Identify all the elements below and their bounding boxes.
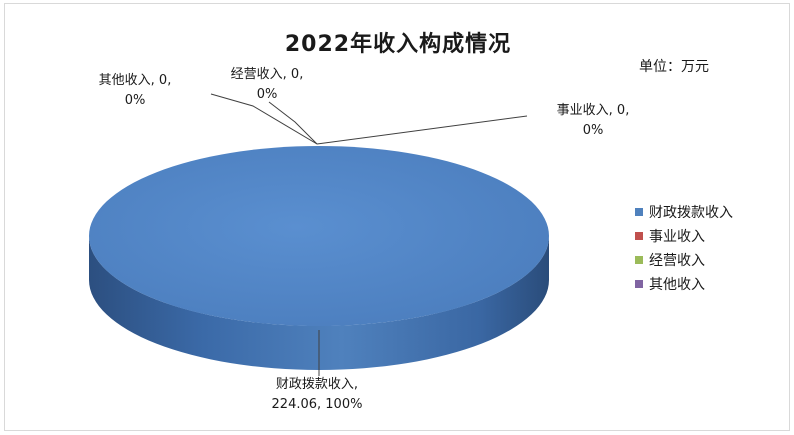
legend-item: 财政拨款收入 <box>635 200 733 224</box>
data-label: 经营收入, 0, <box>231 67 304 82</box>
data-label: 0% <box>125 93 146 108</box>
legend-swatch <box>635 208 643 216</box>
unit-label: 单位：万元 <box>639 59 709 75</box>
legend-label: 经营收入 <box>649 253 705 269</box>
data-label: 0% <box>583 123 604 138</box>
pie-group <box>89 146 549 370</box>
legend-swatch <box>635 256 643 264</box>
data-label: 财政拨款收入, <box>276 377 358 392</box>
chart-frame: 2022年收入构成情况 单位：万元 财政拨款收入, 224.06, 100% 事业收… <box>4 3 790 431</box>
data-label: 事业收入, 0, <box>557 103 630 118</box>
legend-swatch <box>635 232 643 240</box>
pie-slice <box>89 146 549 326</box>
legend-item: 经营收入 <box>635 248 733 272</box>
chart-title: 2022年收入构成情况 <box>284 32 512 57</box>
legend-label: 财政拨款收入 <box>649 205 733 221</box>
leader-line <box>316 115 528 145</box>
leader-line <box>268 101 318 145</box>
leader-lines <box>210 93 528 376</box>
pie-slice-side <box>89 236 549 370</box>
legend-item: 其他收入 <box>635 272 733 296</box>
legend: 财政拨款收入 事业收入 经营收入 其他收入 <box>635 200 733 296</box>
data-label: 0% <box>257 87 278 102</box>
data-labels: 财政拨款收入, 224.06, 100% 事业收入, 0, 0% 经营收入, 0, 0% 其… <box>99 67 630 412</box>
legend-label: 其他收入 <box>649 277 705 293</box>
data-label: 224.06, 100% <box>272 397 363 412</box>
leader-line <box>210 93 318 145</box>
legend-label: 事业收入 <box>649 229 705 245</box>
pie-chart: 财政拨款收入, 224.06, 100% 事业收入, 0, 0% 经营收入, 0, 0% 其… <box>89 67 630 412</box>
legend-item: 事业收入 <box>635 224 733 248</box>
legend-swatch <box>635 280 643 288</box>
data-label: 其他收入, 0, <box>99 73 172 88</box>
